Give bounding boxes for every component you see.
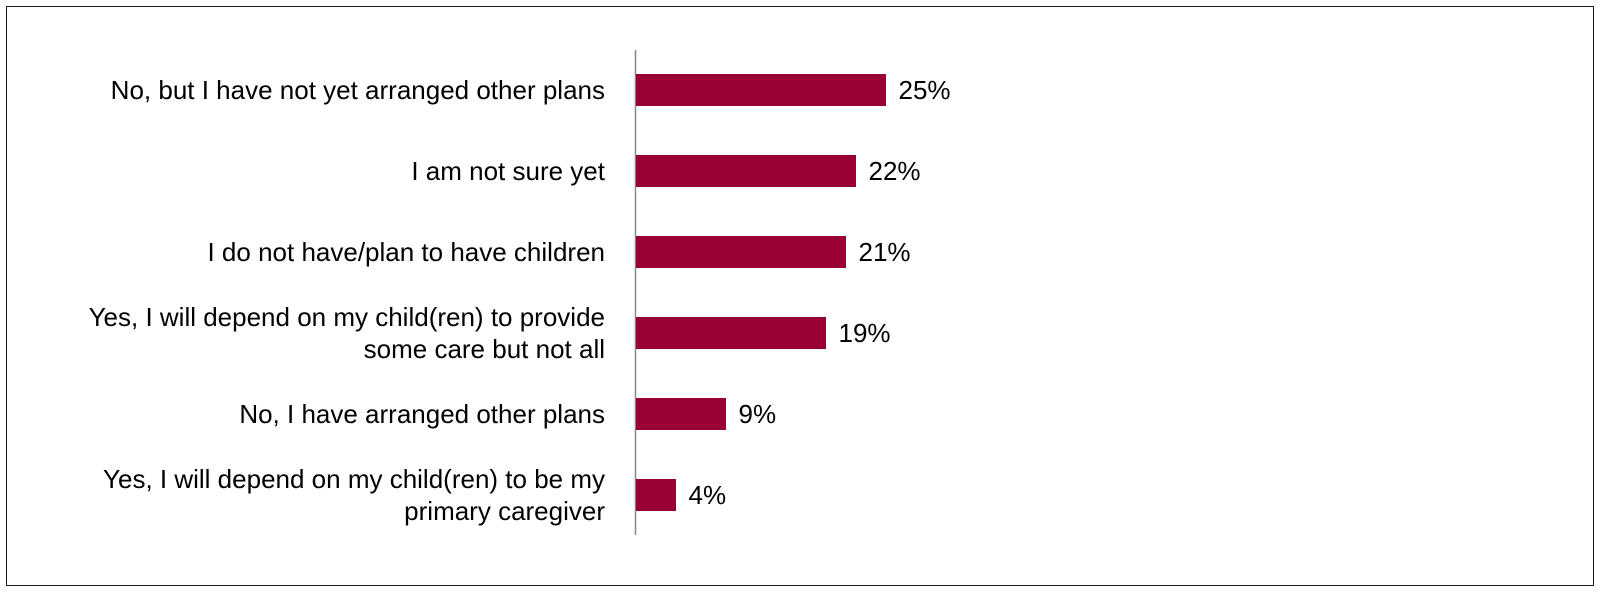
bar-5 <box>636 479 676 511</box>
value-label-3: 19% <box>839 318 891 348</box>
category-label-3: Yes, I will depend on my child(ren) to p… <box>89 302 605 364</box>
category-label-0-line-0: No, but I have not yet arranged other pl… <box>111 75 605 105</box>
category-label-5: Yes, I will depend on my child(ren) to b… <box>103 464 605 526</box>
bar-2 <box>636 236 846 268</box>
bars-group <box>636 74 886 511</box>
bar-3 <box>636 317 826 349</box>
category-label-5-line-0: Yes, I will depend on my child(ren) to b… <box>103 464 605 494</box>
bar-4 <box>636 398 726 430</box>
bar-1 <box>636 155 856 187</box>
value-label-1: 22% <box>869 156 921 186</box>
category-label-3-line-0: Yes, I will depend on my child(ren) to p… <box>89 302 605 332</box>
category-label-5-line-1: primary caregiver <box>404 496 605 526</box>
value-label-4: 9% <box>739 399 777 429</box>
category-labels-group: No, but I have not yet arranged other pl… <box>89 75 606 526</box>
value-label-2: 21% <box>859 237 911 267</box>
value-label-5: 4% <box>689 480 727 510</box>
bar-0 <box>636 74 886 106</box>
value-labels-group: 25% 22% 21% 19% 9% 4% <box>689 75 951 510</box>
category-label-4: No, I have arranged other plans <box>239 399 605 429</box>
category-label-1-line-0: I am not sure yet <box>411 156 605 186</box>
category-label-2: I do not have/plan to have children <box>207 237 605 267</box>
category-label-3-line-1: some care but not all <box>364 334 605 364</box>
category-label-1: I am not sure yet <box>411 156 605 186</box>
category-label-0: No, but I have not yet arranged other pl… <box>111 75 605 105</box>
category-label-2-line-0: I do not have/plan to have children <box>207 237 605 267</box>
category-label-4-line-0: No, I have arranged other plans <box>239 399 605 429</box>
value-label-0: 25% <box>899 75 951 105</box>
